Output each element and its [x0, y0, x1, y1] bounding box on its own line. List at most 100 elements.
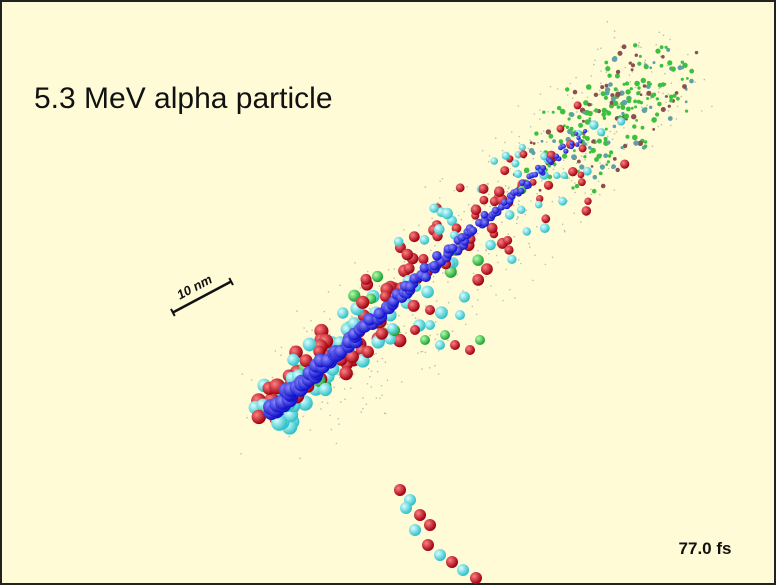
haze — [430, 249, 432, 251]
haze — [310, 429, 312, 431]
haze — [382, 358, 384, 360]
haze — [477, 289, 479, 291]
haze — [360, 287, 362, 289]
atom — [442, 208, 453, 219]
haze — [558, 196, 560, 198]
haze — [612, 139, 614, 141]
track-atom — [448, 244, 457, 253]
haze — [438, 350, 440, 352]
haze — [587, 142, 589, 144]
small-atom — [631, 63, 635, 67]
atom — [514, 170, 522, 178]
small-atom — [658, 83, 663, 88]
atom — [503, 236, 512, 245]
track-atom — [570, 141, 575, 146]
small-atom — [569, 112, 574, 117]
small-atom — [644, 63, 647, 66]
small-atom — [524, 168, 530, 174]
small-atom — [582, 135, 586, 139]
haze — [331, 429, 333, 431]
small-atom — [671, 66, 676, 71]
haze — [662, 93, 664, 95]
haze — [580, 221, 582, 223]
cluster-atom — [455, 310, 465, 320]
small-atom — [650, 94, 654, 98]
small-atom — [589, 151, 592, 154]
haze — [488, 161, 490, 163]
haze — [554, 166, 556, 168]
page: 5.3 MeV alpha particle 10 nm 77.0 fs (()… — [0, 0, 776, 585]
track-atom — [525, 181, 531, 187]
haze — [563, 168, 565, 170]
haze — [340, 401, 342, 403]
atom — [339, 367, 353, 381]
cluster-atom — [425, 305, 435, 315]
haze — [516, 223, 518, 225]
track-atom — [548, 159, 553, 164]
small-atom — [539, 189, 542, 192]
haze — [320, 408, 322, 410]
fragment-atom — [424, 519, 436, 531]
small-atom — [583, 155, 586, 158]
haze — [572, 97, 574, 99]
haze — [624, 67, 626, 69]
small-atom — [597, 139, 602, 144]
cluster-atom — [420, 335, 430, 345]
haze — [562, 224, 564, 226]
haze — [425, 352, 427, 354]
small-atom — [660, 64, 664, 68]
small-atom — [615, 92, 621, 98]
track-atom — [554, 154, 559, 159]
haze — [387, 380, 389, 382]
haze — [350, 387, 352, 389]
haze — [644, 61, 646, 63]
haze — [468, 204, 470, 206]
atom — [472, 274, 484, 286]
haze — [584, 159, 586, 161]
haze — [664, 73, 666, 75]
small-atom — [533, 142, 536, 145]
small-atom — [682, 84, 687, 89]
haze — [371, 371, 373, 373]
small-atom — [605, 163, 608, 166]
haze — [532, 280, 534, 282]
haze — [442, 178, 444, 180]
haze — [638, 46, 640, 48]
small-atom — [686, 77, 689, 80]
haze — [354, 262, 356, 264]
haze — [704, 79, 706, 81]
haze — [584, 192, 586, 194]
small-atom — [627, 99, 631, 103]
haze — [488, 253, 490, 255]
haze — [526, 210, 528, 212]
small-atom — [605, 128, 608, 131]
small-atom — [689, 79, 694, 84]
haze — [534, 113, 536, 115]
haze — [518, 200, 520, 202]
atom — [319, 383, 332, 396]
haze — [368, 368, 370, 370]
small-atom — [606, 111, 611, 116]
fragment-atom — [414, 509, 426, 521]
atom — [479, 184, 489, 194]
haze — [328, 291, 330, 293]
haze — [281, 347, 283, 349]
haze — [420, 351, 422, 353]
haze — [473, 273, 475, 275]
small-atom — [592, 189, 597, 194]
haze — [668, 93, 670, 95]
haze — [614, 189, 616, 191]
haze — [623, 127, 625, 129]
atom — [435, 306, 448, 319]
small-atom — [657, 102, 662, 107]
small-atom — [613, 157, 617, 161]
fragment-atom — [434, 549, 446, 561]
haze — [401, 381, 403, 383]
haze — [587, 131, 589, 133]
atom — [540, 223, 550, 233]
haze — [329, 415, 331, 417]
haze — [448, 302, 450, 304]
haze — [439, 197, 441, 199]
small-atom — [665, 46, 668, 49]
small-atom — [631, 114, 636, 119]
